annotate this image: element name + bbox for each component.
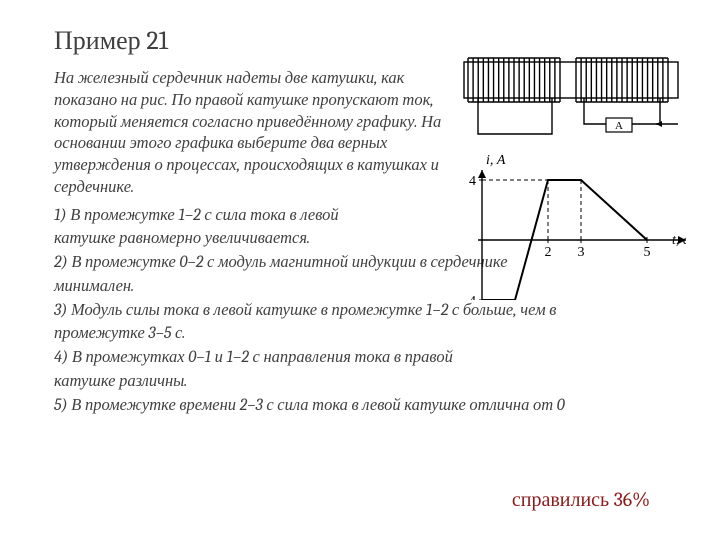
option-3b: промежутке 3–5 с.	[54, 323, 674, 345]
svg-text:A: A	[615, 120, 623, 132]
intro-text: На железный сердечник надеты две катушки…	[54, 69, 441, 197]
svg-text:i, А: i, А	[486, 153, 506, 168]
svg-text:2: 2	[545, 245, 552, 260]
figures: A i, А t, с 2 3 5 4 -4	[456, 54, 686, 300]
footer-stat: справились 36%	[512, 488, 650, 512]
problem-statement: На железный сердечник надеты две катушки…	[54, 68, 444, 199]
svg-text:t, с: t, с	[672, 233, 686, 248]
svg-text:4: 4	[469, 174, 476, 189]
svg-text:5: 5	[644, 245, 651, 260]
coil-diagram: A	[456, 54, 686, 150]
current-graph: i, А t, с 2 3 5 4 -4	[456, 150, 686, 300]
svg-text:-4: -4	[464, 294, 476, 300]
option-5: 5) В промежутке времени 2–3 с сила тока …	[54, 395, 674, 417]
svg-text:3: 3	[578, 245, 585, 260]
option-4b: катушке различны.	[54, 371, 674, 393]
option-3a: 3) Модуль силы тока в левой катушке в пр…	[54, 300, 674, 322]
option-4a: 4) В промежутках 0–1 и 1–2 с направления…	[54, 347, 674, 369]
page-title: Пример 21	[54, 26, 678, 56]
